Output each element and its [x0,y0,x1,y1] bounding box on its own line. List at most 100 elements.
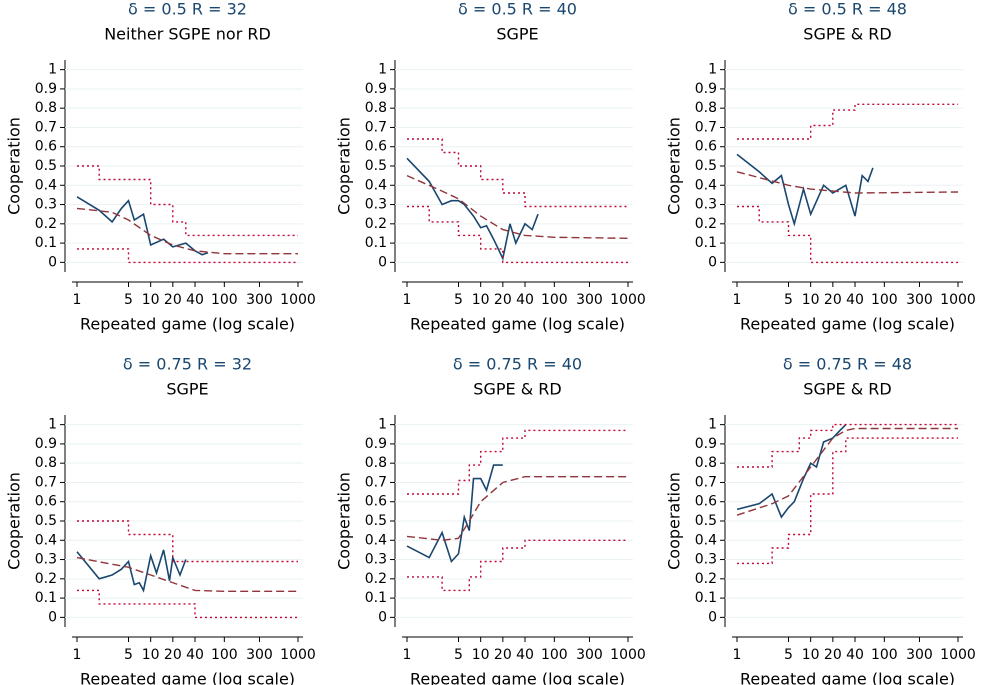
y-tick-label: 0.7 [365,119,387,135]
y-tick-label: 0.4 [695,532,717,548]
series-line [76,196,209,256]
series-line [76,556,298,592]
y-tick-label: 0.4 [365,177,387,193]
x-tick-label: 1000 [280,647,316,663]
y-tick-label: 0.3 [695,197,717,213]
x-tick-label: 100 [541,292,568,308]
y-tick-label: 0.2 [695,216,717,232]
y-tick-label: 0.1 [695,590,717,606]
y-axis-label: Cooperation [335,472,354,570]
y-tick-label: 0.2 [695,571,717,587]
series-line [407,429,628,495]
y-tick-label: 0.1 [365,590,387,606]
y-tick-label: 0.3 [365,197,387,213]
y-tick-label: 0.4 [365,532,387,548]
series-line [737,437,958,565]
x-tick-label: 5 [784,292,793,308]
series-line [77,520,298,563]
y-tick-label: 0.7 [695,474,717,490]
x-tick-label: 20 [164,292,182,308]
x-tick-label: 1 [403,647,412,663]
y-tick-label: 0.7 [35,119,57,135]
x-tick-label: 300 [576,292,603,308]
panel-subtitle: SGPE & RD [803,25,891,44]
series-line [736,424,847,519]
x-tick-label: 20 [494,292,512,308]
x-tick-label: 5 [124,292,133,308]
x-tick-label: 20 [494,647,512,663]
y-tick-label: 0.2 [35,216,57,232]
y-tick-label: 0.8 [365,100,387,116]
y-tick-label: 0.5 [695,158,717,174]
x-tick-label: 1 [73,647,82,663]
y-tick-label: 0.8 [695,455,717,471]
x-tick-label: 300 [906,292,933,308]
panel-title: δ = 0.5 R = 32 [128,0,247,19]
series-line [77,165,298,237]
x-tick-label: 300 [246,292,273,308]
y-tick-label: 0.8 [35,100,57,116]
series-line [406,174,629,239]
y-tick-label: 0.3 [695,552,717,568]
x-tick-label: 40 [846,647,864,663]
y-tick-label: 0.2 [35,571,57,587]
series-line [737,103,958,140]
x-axis-label: Repeated game (log scale) [410,670,625,685]
x-axis-label: Repeated game (log scale) [410,315,625,334]
y-tick-label: 0.1 [695,235,717,251]
x-tick-label: 100 [871,647,898,663]
x-tick-label: 1 [73,292,82,308]
x-tick-label: 1 [733,292,742,308]
panel-title: δ = 0.5 R = 40 [458,0,577,19]
x-tick-label: 10 [472,292,490,308]
y-tick-label: 0.1 [35,590,57,606]
y-tick-label: 0.1 [365,235,387,251]
panel-subtitle: SGPE & RD [473,380,561,399]
x-axis-label: Repeated game (log scale) [80,670,295,685]
x-tick-label: 10 [142,647,160,663]
series-line [76,549,187,593]
x-axis-label: Repeated game (log scale) [740,315,955,334]
y-tick-label: 0.6 [365,139,387,155]
x-tick-label: 40 [186,292,204,308]
y-tick-label: 0.9 [365,436,387,452]
y-tick-label: 0 [708,254,717,270]
x-tick-label: 100 [211,292,238,308]
y-tick-label: 0.6 [365,494,387,510]
y-tick-label: 0.3 [35,197,57,213]
x-axis-label: Repeated game (log scale) [740,670,955,685]
panel-title: δ = 0.5 R = 48 [788,0,907,19]
x-tick-label: 100 [211,647,238,663]
y-tick-label: 0.9 [695,436,717,452]
x-tick-label: 1000 [610,292,646,308]
series-line [407,539,628,592]
series-line [77,589,298,619]
y-axis-label: Cooperation [5,117,24,215]
y-tick-label: 0.6 [35,139,57,155]
y-tick-label: 1 [378,62,387,78]
x-tick-label: 10 [802,292,820,308]
series-line [737,205,958,264]
series-line [736,427,958,516]
x-tick-label: 100 [541,647,568,663]
panel-title: δ = 0.75 R = 32 [123,355,252,374]
y-tick-label: 0.6 [695,139,717,155]
y-tick-label: 0.4 [35,177,57,193]
panel-subtitle: SGPE [496,25,538,44]
series-line [406,157,539,261]
y-axis-label: Cooperation [5,472,24,570]
x-tick-label: 1 [733,647,742,663]
y-tick-label: 1 [708,62,717,78]
x-axis-label: Repeated game (log scale) [80,315,295,334]
x-tick-label: 5 [124,647,133,663]
y-tick-label: 0.9 [35,436,57,452]
y-axis-label: Cooperation [665,117,684,215]
y-tick-label: 0.6 [35,494,57,510]
y-tick-label: 0.2 [365,571,387,587]
series-line [736,171,959,194]
x-tick-label: 40 [516,292,534,308]
y-tick-label: 0.9 [695,81,717,97]
y-tick-label: 0.6 [695,494,717,510]
y-tick-label: 0.9 [365,81,387,97]
